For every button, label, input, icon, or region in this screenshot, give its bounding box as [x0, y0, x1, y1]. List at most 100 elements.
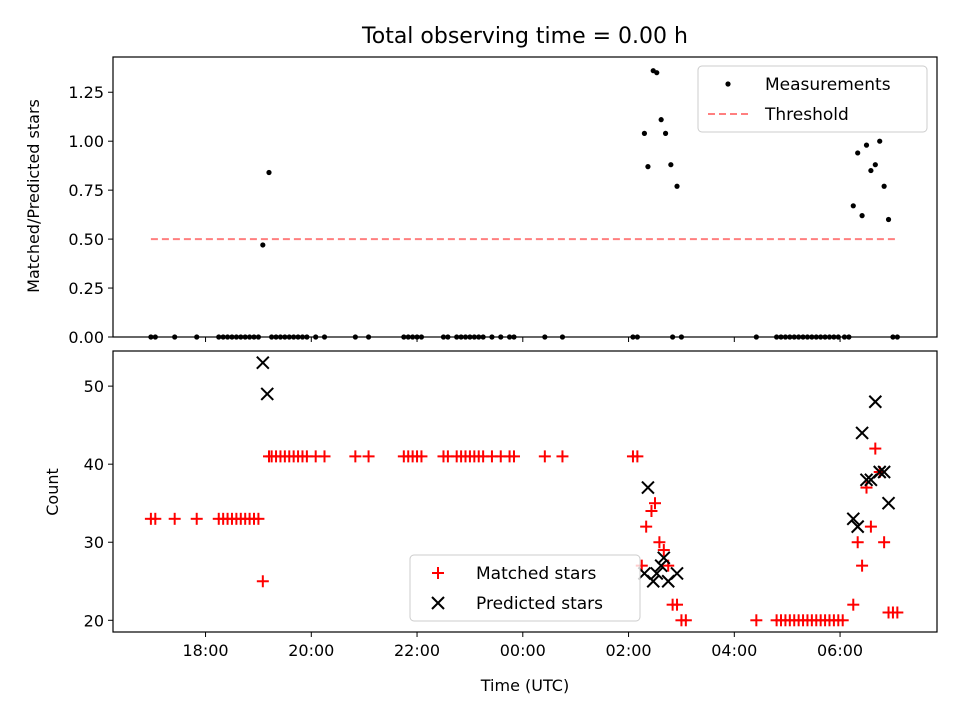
measurement-point [877, 138, 883, 144]
x-tick-label: 20:00 [288, 641, 334, 660]
bottom-y-tick-label: 30 [84, 533, 104, 552]
legend-label-measurements: Measurements [765, 75, 891, 95]
top-y-ticks: 0.00 0.25 0.50 0.75 1.00 1.25 [68, 83, 113, 347]
matched-star-point [507, 450, 520, 463]
matched-star-point [362, 450, 375, 463]
figure-title: Total observing time = 0.00 h [361, 24, 688, 49]
measurement-point [872, 162, 878, 168]
predicted-star-point [846, 512, 860, 526]
top-x-ticks [205, 337, 841, 342]
bottom-y-ticks: 20 30 40 50 [84, 377, 113, 630]
measurement-point [658, 117, 664, 123]
predicted-star-point [260, 387, 274, 401]
legend-marker-predicted [431, 596, 445, 610]
matched-star-point [836, 614, 849, 627]
predicted-star-point [868, 395, 883, 409]
measurement-point [881, 183, 887, 189]
predicted-star-point [859, 473, 874, 487]
top-y-tick-label: 0.75 [68, 181, 104, 200]
matched-star-point [750, 614, 763, 627]
measurement-point [641, 130, 648, 136]
matched-star-point [168, 512, 181, 525]
measurement-point [850, 203, 856, 209]
legend-marker-measurements [725, 81, 731, 87]
matched-star-point [671, 598, 684, 611]
measurement-point [668, 162, 674, 168]
matched-star-point [864, 520, 877, 533]
top-y-tick-label: 0.50 [68, 230, 104, 249]
matched-star-point [653, 536, 666, 549]
matched-star-point [252, 512, 265, 525]
bottom-x-ticks: 18:00 20:00 22:00 00:00 02:00 04:00 06:00 [182, 632, 863, 660]
matched-star-point [645, 505, 658, 518]
measurement-point [266, 169, 272, 176]
predicted-star-point [654, 558, 668, 573]
bottom-legend: Matched stars Predicted stars [409, 554, 641, 622]
x-tick-label: 06:00 [817, 641, 863, 660]
x-tick-label: 02:00 [605, 641, 651, 660]
x-tick-label: 04:00 [711, 641, 757, 660]
matched-star-point [631, 450, 644, 463]
x-tick-label: 00:00 [500, 641, 546, 660]
predicted-star-point [881, 496, 896, 510]
matched-star-point [538, 450, 551, 463]
legend-label-matched: Matched stars [476, 564, 596, 584]
bottom-panel: Count 20 30 40 50 18:00 20:00 22:00 00:00 02:00… [43, 350, 938, 695]
predicted-star-point [855, 426, 869, 440]
measurement-point [885, 216, 892, 223]
measurement-point [863, 142, 870, 148]
top-legend: Measurements Threshold [697, 65, 928, 133]
top-y-tick-label: 0.25 [68, 279, 104, 298]
top-y-tick-label: 1.00 [68, 132, 104, 151]
legend-label-threshold: Threshold [764, 105, 849, 125]
bottom-y-tick-label: 50 [84, 377, 104, 396]
bottom-y-tick-label: 40 [84, 455, 104, 474]
matched-star-point [648, 497, 661, 510]
bottom-marks [144, 356, 904, 627]
top-panel: Matched/Predicted stars 0.00 0.25 0.50 0.75… [24, 56, 938, 347]
predicted-star-point [646, 574, 660, 588]
matched-star-point [679, 614, 692, 627]
measurement-point [674, 183, 680, 189]
bottom-plot-frame [112, 350, 938, 633]
top-y-tick-label: 0.00 [68, 328, 104, 347]
predicted-star-point [650, 566, 664, 581]
matched-star-point [556, 450, 569, 463]
predicted-star-point [641, 480, 655, 495]
x-axis-label: Time (UTC) [480, 676, 569, 695]
legend-label-predicted: Predicted stars [476, 594, 603, 614]
predicted-star-point [670, 566, 684, 581]
matched-star-point [851, 536, 864, 549]
matched-star-point [640, 520, 653, 533]
bottom-legend-box [409, 554, 641, 622]
measurement-point [855, 150, 861, 156]
matched-star-point [847, 598, 860, 611]
bottom-y-axis-label: Count [43, 468, 62, 516]
x-tick-label: 22:00 [394, 641, 440, 660]
top-plot-frame [112, 56, 938, 338]
matched-star-point [349, 450, 362, 463]
x-tick-label: 18:00 [182, 641, 228, 660]
matched-star-point [256, 575, 269, 588]
measurement-point [868, 167, 874, 174]
matched-star-point [657, 544, 670, 557]
measurement-point [662, 130, 669, 136]
bottom-y-tick-label: 20 [84, 611, 104, 630]
predicted-star-point [256, 356, 270, 370]
predicted-star-point [873, 465, 887, 479]
predicted-star-point [850, 519, 865, 534]
measurement-point [645, 164, 651, 170]
top-legend-box [697, 65, 928, 133]
matched-star-point [190, 512, 203, 525]
matched-star-point [149, 512, 162, 525]
legend-marker-matched [432, 567, 444, 579]
matched-star-point [318, 450, 331, 463]
matched-star-point [878, 536, 891, 549]
predicted-star-point [877, 465, 891, 479]
predicted-star-point [657, 551, 671, 565]
measurement-point [260, 242, 266, 248]
measurement-point [859, 213, 865, 219]
top-y-tick-label: 1.25 [68, 83, 104, 102]
matched-star-point [856, 559, 869, 572]
